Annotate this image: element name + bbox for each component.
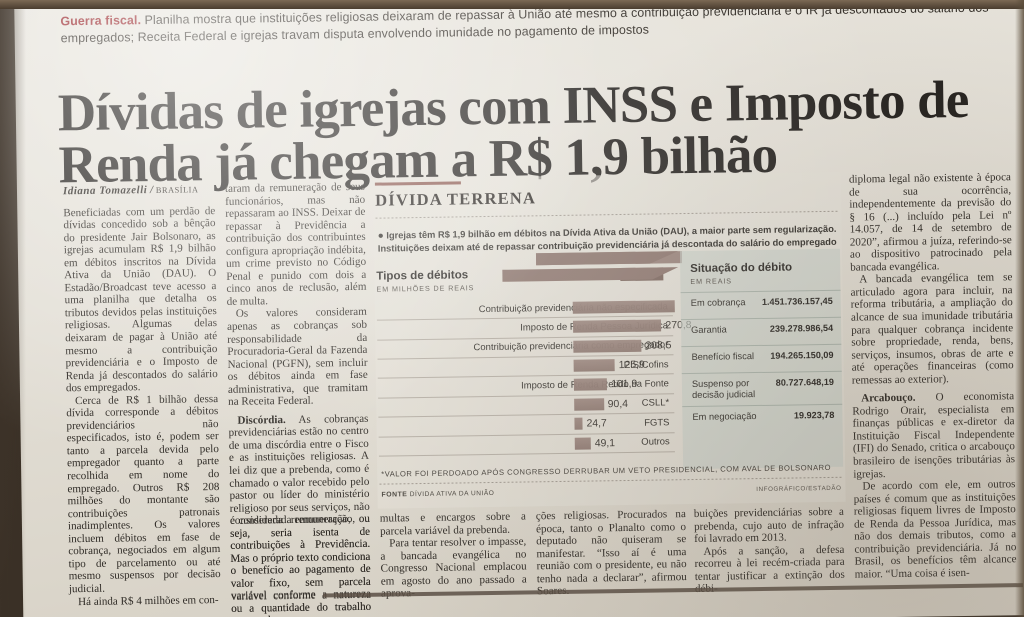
infographic-title: DÍVIDA TERRENA [375,188,537,210]
chart-bar [574,417,583,430]
situacao-row-value: 239.278.986,54 [769,322,834,334]
source-label: FONTE [381,491,408,499]
kicker-label: Guerra fiscal. [60,13,142,29]
bar-chart: Tipos de débitos EM MILHÕES DE REAIS Con… [376,250,692,457]
page-top-edge [0,0,1024,9]
paragraph: considerada remuneração, ou seja, seria … [229,512,372,617]
chart-value-label: 101,9 [611,379,638,391]
chart-value-label: 49,1 [594,437,616,449]
chart-bar [572,300,675,314]
paragraph: multas e encargos sobre a parcela variáv… [379,510,526,538]
axis-break-indicator [502,249,683,291]
infographic: DÍVIDA TERRENA ● Igrejas têm R$ 1,9 bilh… [372,171,846,509]
situacao-row: Garantia 239.278.986,54 [680,316,842,346]
infographic-credit: INFOGRÁFICO/ESTADÃO [756,484,842,494]
chart-value-label: 90,4 [607,398,629,411]
situacao-row-label: Em negociação [692,410,757,422]
chart-bar [573,359,615,372]
situacao-panel: Situação do débito EM REAIS Em cobrança 1… [679,248,844,469]
paragraph: De acordo com ele, em outros países é co… [853,478,1017,581]
chart-value-label: 125,9 [618,359,645,372]
situacao-row: Em cobrança 1.451.736.157,45 [680,289,841,319]
situacao-row-label: Garantia [691,324,727,335]
page-right-edge [1015,0,1024,617]
infographic-accent-rule [374,181,461,186]
situacao-subtitle: EM REAIS [690,276,733,286]
chart-value-label: 24,7 [586,418,607,430]
situacao-row-label: Suspenso por decisão judicial [691,377,756,400]
byline-location: BRASÍLIA [155,185,199,195]
article-bottom-column-4: buições previdenciárias sobre a prebenda… [694,506,845,596]
paragraph: A bancada evangélica tem se articulado a… [850,271,1014,387]
paragraph: diploma legal não existente à época de s… [848,171,1013,274]
chart-bar [573,378,608,392]
paragraph: Beneficiadas com um perdão de dívidas co… [63,204,218,395]
situacao-row-value: 19.923,78 [793,409,835,421]
situacao-row: Suspenso por decisão judicial 80.727.648,… [681,370,843,406]
article-column-4: diploma legal não existente à época de s… [849,171,1017,581]
section-lead-arcabouco: Arcabouço. [861,391,916,405]
chart-rows: Contribuição previdenciária não especifi… [376,267,692,457]
article-bottom-column-1: considerada remuneração, ou seja, seria … [230,513,372,617]
section-lead-discordia: Discórdia. [237,413,286,427]
situacao-row-value: 80.727.648,19 [775,376,834,388]
paragraph: ções religiosas. Procurados na época, ta… [535,508,687,597]
article-bottom-column-3: ções religiosas. Procurados na época, ta… [536,508,687,598]
situacao-row-label: Benefício fiscal [691,350,755,362]
situacao-row: Em negociação 19.923,78 [682,403,843,433]
page-content: Guerra fiscal. Planilha mostra que insti… [14,0,1024,617]
source-value: DÍVIDA ATIVA DA UNIÃO [409,489,495,499]
article-bottom-column-2: multas e encargos sobre a parcela variáv… [380,510,527,600]
situacao-row-value: 1.451.736.157,45 [761,295,833,307]
situacao-row-value: 194.265.150,09 [770,349,834,361]
infographic-source: FONTE DÍVIDA ATIVA DA UNIÃO [381,490,494,499]
bullet-icon: ● [377,230,384,242]
byline-author: Idiana Tomazelli [62,184,148,198]
situacao-row-label: Em cobrança [690,296,746,308]
chart-bar [573,339,642,353]
paragraph: Os valores consideram apenas as cobrança… [226,306,369,409]
chart-row-label: CSLL* [641,397,670,410]
infographic-body: Tipos de débitos EM MILHÕES DE REAIS Con… [374,248,845,486]
chart-row-label: Outros [641,436,670,448]
situacao-row: Benefício fiscal 194.265.150,09 [681,343,842,373]
paragraph: buições previdenciárias sobre a prebenda… [693,505,845,546]
article-column-1: Idiana Tomazelli / BRASÍLIA Beneficiadas… [63,183,221,608]
chart-bar [574,437,591,450]
chart-bar [574,398,604,411]
situacao-rows: Em cobrança 1.451.736.157,45 Garantia 239.2… [680,289,843,433]
byline: Idiana Tomazelli / BRASÍLIA [62,183,199,198]
chart-row-label: FGTS [644,417,670,429]
infographic-dotted-divider [375,210,840,219]
chart-row: Outros 49,1 [378,432,675,457]
situacao-title: Situação do débito [690,261,793,275]
paragraph-with-lead: Arcabouço. O economista Rodrigo Orair, e… [852,391,1015,481]
paragraph: Cerca de R$ 1 bilhão dessa dívida corres… [66,392,221,596]
chart-bar [572,319,662,333]
paragraph: taram da remuneração de seus funcionário… [224,180,367,308]
chart-value-label: 208,5 [645,339,672,352]
paragraph: Há ainda R$ 4 milhões em con- [77,593,219,608]
